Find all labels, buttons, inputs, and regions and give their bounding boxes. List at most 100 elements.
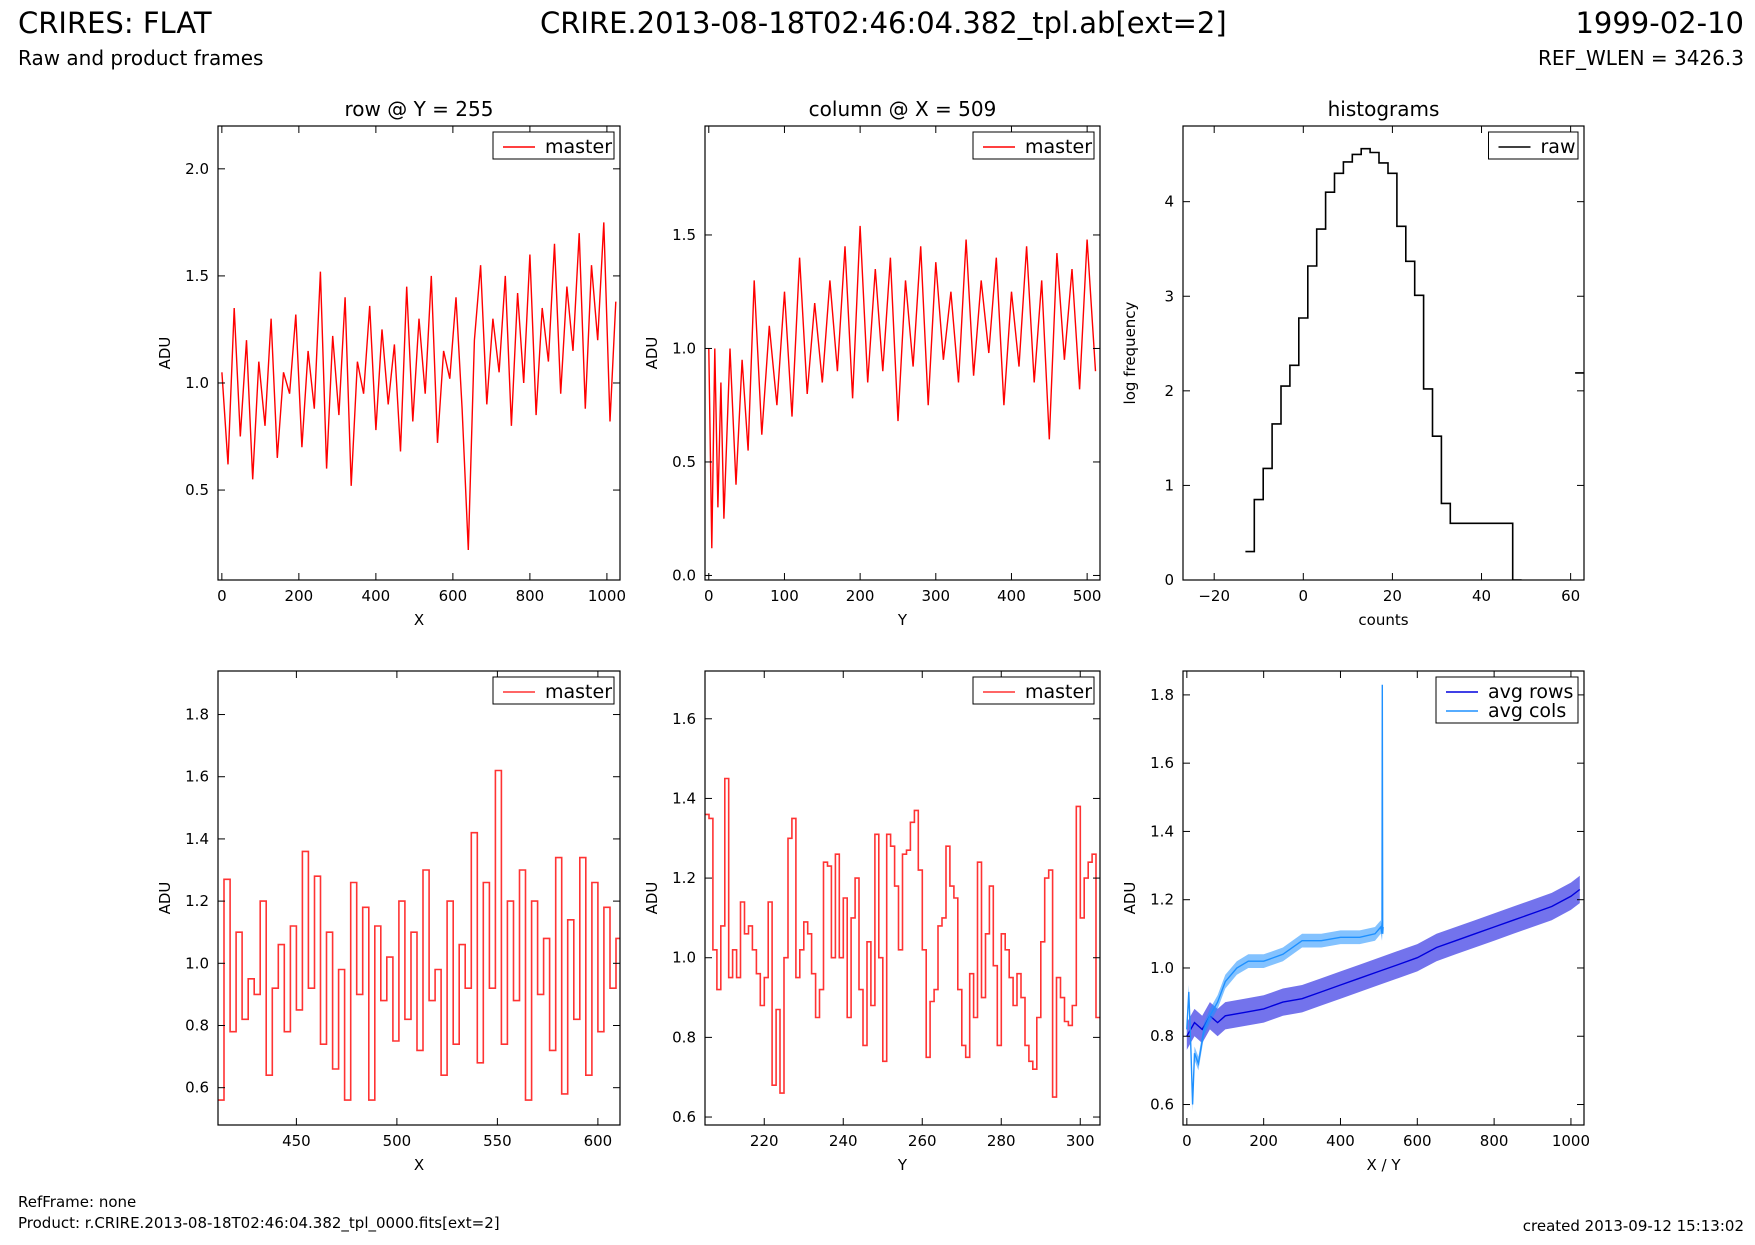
column-zoom-plot-ytick-label: 1.2 (672, 869, 696, 887)
column-zoom-plot-series-master (705, 777, 1100, 1098)
average-plot-ylabel: ADU (1121, 882, 1139, 915)
average-plot-xtick-label: 0 (1182, 1132, 1192, 1150)
column-zoom-plot: 220 240 260 280 300 0.6 0.8 1.0 1.2 1.4 1.6 Y ADU mas… (643, 670, 1101, 1174)
column-plot-legend-box (972, 131, 1095, 160)
row-zoom-plot: 450 500 550 600 0.6 0.8 1.0 1.2 1.4 1.6 1.8 X ADU mas… (156, 670, 621, 1174)
row-zoom-plot-xtick-label: 450 (282, 1132, 311, 1150)
histogram-plot-ytick-label: 1 (1164, 476, 1174, 494)
column-plot-ytick-label: 0.5 (672, 453, 696, 471)
column-zoom-plot-ytick-label: 1.6 (672, 710, 696, 728)
row-zoom-plot-ytick-label: 1.0 (185, 954, 209, 972)
column-plot-frame (704, 125, 1101, 581)
column-zoom-plot-legend-box (972, 676, 1095, 705)
average-plot-xtick-label: 1000 (1552, 1132, 1590, 1150)
histogram-plot: −20 0 20 40 60 0 1 2 3 4 histograms counts log frequ… (1121, 97, 1585, 629)
ref-wlen-label: REF_WLEN = 3426.3 (1537, 46, 1744, 70)
histogram-plot-xtick-label: 20 (1383, 587, 1402, 605)
column-plot-legend: master (972, 131, 1095, 160)
row-zoom-plot-series-master (218, 769, 620, 1101)
average-plot-legend-label: avg cols (1488, 700, 1566, 722)
histogram-plot-line-0 (1245, 147, 1522, 580)
histogram-plot-xlabel: counts (1358, 611, 1408, 629)
histogram-plot-ytick-label: 4 (1164, 193, 1174, 211)
row-plot-xtick-label: 0 (217, 587, 227, 605)
column-zoom-plot-line-0 (705, 777, 1100, 1098)
column-plot-ytick-label: 1.5 (672, 226, 696, 244)
title-left: CRIRES: FLAT (18, 6, 212, 40)
row-plot-ylabel: ADU (156, 337, 174, 370)
row-zoom-plot-ytick-label: 0.8 (185, 1016, 209, 1034)
average-plot: 0 200 400 600 800 1000 0.6 0.8 1.0 1.2 1.4 1.6 1.8 X … (1121, 670, 1590, 1174)
average-plot-legend-label: avg rows (1488, 681, 1573, 703)
row-zoom-plot-ytick-label: 0.6 (185, 1079, 209, 1097)
column-zoom-plot-xlabel: Y (897, 1156, 908, 1174)
row-zoom-plot-xtick-label: 600 (584, 1132, 613, 1150)
column-zoom-plot-ytick-label: 0.6 (672, 1108, 696, 1126)
histogram-plot-legend-label: raw (1541, 136, 1576, 158)
row-plot-ytick-label: 1.0 (185, 374, 209, 392)
column-plot-xlabel: Y (897, 611, 908, 629)
row-zoom-plot-xtick-label: 550 (483, 1132, 512, 1150)
row-zoom-plot-legend: master (492, 676, 615, 705)
column-plot-ytick-label: 0.0 (672, 566, 696, 584)
column-plot-legend-label: master (1025, 136, 1092, 158)
date-title: 1999-02-10 (1575, 6, 1744, 40)
average-plot-ytick-label: 0.8 (1150, 1027, 1174, 1045)
row-plot-series-master (221, 222, 617, 551)
row-plot-xtick-label: 800 (516, 587, 545, 605)
row-zoom-plot-ytick-label: 1.2 (185, 892, 209, 910)
average-plot-xtick-label: 800 (1480, 1132, 1509, 1150)
ref-frame-label: RefFrame: none (18, 1193, 137, 1211)
row-plot-ytick-label: 0.5 (185, 481, 209, 499)
row-plot-title: row @ Y = 255 (345, 97, 494, 121)
histogram-plot-title: histograms (1328, 97, 1440, 121)
row-plot-xlabel: X (414, 611, 424, 629)
column-plot-xtick-label: 300 (921, 587, 950, 605)
column-plot-ylabel: ADU (643, 337, 661, 370)
column-zoom-plot-frame (704, 670, 1101, 1126)
column-zoom-plot-legend: master (972, 676, 1095, 705)
column-zoom-plot-ytick-label: 0.8 (672, 1028, 696, 1046)
average-plot-line-0 (1186, 888, 1581, 1037)
row-plot-frame (217, 125, 621, 581)
row-zoom-plot-ytick-label: 1.6 (185, 768, 209, 786)
row-plot-xtick-label: 200 (285, 587, 314, 605)
average-plot-ytick-label: 1.2 (1150, 891, 1174, 909)
histogram-plot-frame (1182, 125, 1585, 581)
row-zoom-plot-legend-box (492, 676, 615, 705)
file-title: CRIRE.2013-08-18T02:46:04.382_tpl.ab[ext… (540, 6, 1227, 40)
average-plot-frame (1182, 670, 1585, 1126)
average-plot-ytick-label: 1.4 (1150, 822, 1174, 840)
row-plot-ytick-label: 1.5 (185, 267, 209, 285)
row-plot-legend: master (492, 131, 615, 160)
column-zoom-plot-xtick-label: 260 (908, 1132, 937, 1150)
subtitle-left: Raw and product frames (18, 46, 264, 70)
average-plot-legend-box (1435, 676, 1579, 724)
histogram-plot-ylabel: log frequency (1121, 301, 1139, 404)
row-zoom-plot-frame (217, 670, 621, 1126)
histogram-plot-xtick-label: −20 (1198, 587, 1230, 605)
histogram-plot-legend: raw (1488, 131, 1579, 160)
column-zoom-plot-ytick-label: 1.4 (672, 789, 696, 807)
histogram-plot-ytick-label: 0 (1164, 571, 1174, 589)
average-plot-series-avg-cols (1186, 677, 1384, 1112)
histogram-plot-xtick-label: 0 (1299, 587, 1309, 605)
created-label: created 2013-09-12 15:13:02 (1522, 1217, 1744, 1235)
column-plot-ytick-label: 1.0 (672, 339, 696, 357)
row-zoom-plot-ytick-label: 1.8 (185, 706, 209, 724)
average-plot-xlabel: X / Y (1366, 1156, 1401, 1174)
row-zoom-plot-xlabel: X (414, 1156, 424, 1174)
row-zoom-plot-ytick-label: 1.4 (185, 830, 209, 848)
average-plot-xtick-label: 600 (1403, 1132, 1432, 1150)
histogram-plot-series-raw (1245, 147, 1522, 580)
histogram-plot-ytick-label: 2 (1164, 382, 1174, 400)
row-plot: 0 200 400 600 800 1000 0.5 1.0 1.5 2.0 row @ Y = 2… (156, 97, 626, 629)
column-plot: 0 100 200 300 400 500 0.0 0.5 1.0 1.5 column @ X =… (643, 97, 1101, 629)
average-plot-band-0 (1186, 875, 1580, 1050)
column-zoom-plot-xtick-label: 280 (987, 1132, 1016, 1150)
average-plot-series-avg-rows (1186, 875, 1581, 1050)
row-plot-ytick-label: 2.0 (185, 160, 209, 178)
row-plot-xtick-label: 400 (362, 587, 391, 605)
